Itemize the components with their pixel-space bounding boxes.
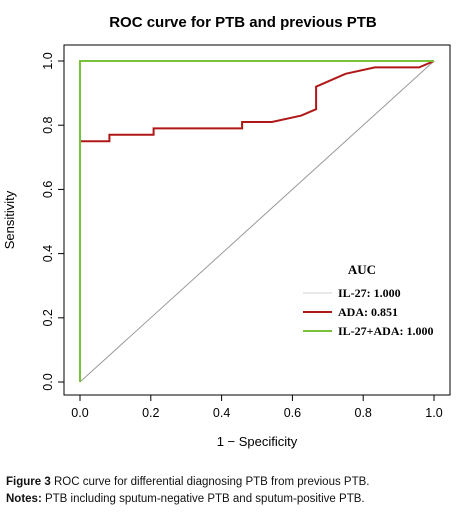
notes-text: PTB including sputum-negative PTB and sp…	[44, 493, 365, 505]
x-axis-label: 1 − Specificity	[217, 434, 298, 449]
axes: 0.0 0.2 0.4 0.6 0.8 1.0 0.0 0.2 0.4 0.6 0.8 1.0	[41, 44, 451, 420]
chart-title: ROC curve for PTB and previous PTB	[109, 14, 377, 31]
notes-label: Notes:	[6, 493, 42, 505]
figure-notes: Notes: PTB including sputum-negative PTB…	[6, 491, 464, 507]
y-tick-label: 0.0	[41, 373, 55, 390]
y-tick-label: 0.6	[41, 181, 55, 198]
x-tick-label: 0.6	[284, 406, 301, 420]
legend-title: AUC	[348, 262, 376, 277]
x-tick-label: 0.8	[355, 406, 372, 420]
legend: AUC IL-27: 1.000 ADA: 0.851 IL-27+ADA: 1.00…	[303, 262, 434, 338]
x-tick-label: 0.4	[213, 406, 230, 420]
plot-border	[63, 44, 451, 396]
y-tick-label: 1.0	[41, 52, 55, 69]
legend-entry-label: IL-27+ADA: 1.000	[338, 324, 434, 338]
x-tick-label: 1.0	[425, 406, 442, 420]
reference-diagonal-line	[79, 60, 435, 383]
plot-area	[79, 60, 435, 383]
figure-caption: Figure 3 ROC curve for differential diag…	[6, 474, 464, 490]
y-tick-label: 0.2	[41, 309, 55, 326]
figure-text: ROC curve for differential diagnosing PT…	[53, 476, 370, 488]
y-tick-label: 0.8	[41, 116, 55, 133]
x-tick-label: 0.0	[71, 406, 88, 420]
y-axis-label: Sensitivity	[2, 190, 17, 249]
series-line-ada	[79, 60, 435, 382]
series-line-il-27-ada	[79, 60, 434, 382]
y-tick-label: 0.4	[41, 245, 55, 262]
roc-chart: ROC curve for PTB and previous PTB 0.0 0.…	[2, 14, 451, 449]
figure-label: Figure 3	[6, 476, 51, 488]
x-tick-label: 0.2	[142, 406, 159, 420]
legend-entry-label: IL-27: 1.000	[338, 286, 401, 300]
legend-entry-label: ADA: 0.851	[338, 305, 398, 319]
